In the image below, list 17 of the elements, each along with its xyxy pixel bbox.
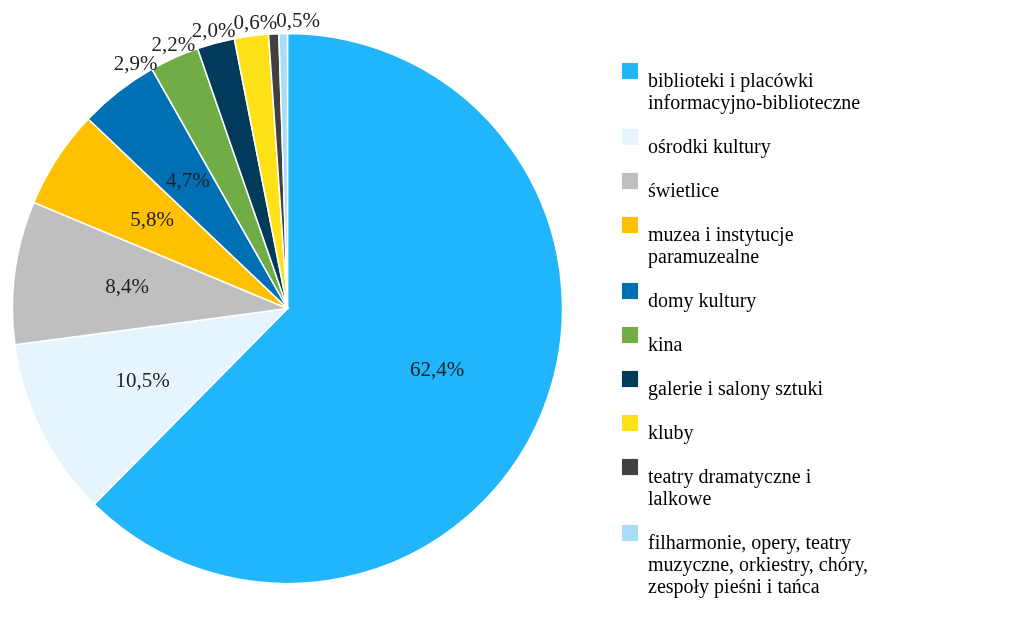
data-label: 8,4%: [105, 274, 149, 299]
legend-label: muzea i instytucje paramuzealne: [648, 223, 794, 268]
data-label: 62,4%: [410, 356, 465, 381]
data-label: 5,8%: [130, 207, 174, 232]
legend-label: filharmonie, opery, teatry muzyczne, orkiestry, chóry, zespoły pieśni i tańca: [648, 531, 869, 598]
legend-label: teatry dramatyczne i lalkowe: [648, 465, 812, 509]
legend-label: ośrodki kultury: [648, 135, 771, 158]
legend-label: galerie i salony sztuki: [648, 377, 824, 400]
data-label: 4,7%: [166, 167, 210, 192]
legend-label: świetlice: [648, 179, 720, 201]
data-label: 10,5%: [115, 367, 170, 392]
legend-label: domy kultury: [648, 289, 757, 312]
legend-label: kluby: [648, 421, 694, 444]
legend-label: kina: [648, 333, 683, 355]
data-label: 2,9%: [113, 51, 158, 76]
legend-label: biblioteki i placówki informacyjno-biblioteczne: [648, 69, 861, 114]
data-label: 0,5%: [276, 8, 320, 33]
